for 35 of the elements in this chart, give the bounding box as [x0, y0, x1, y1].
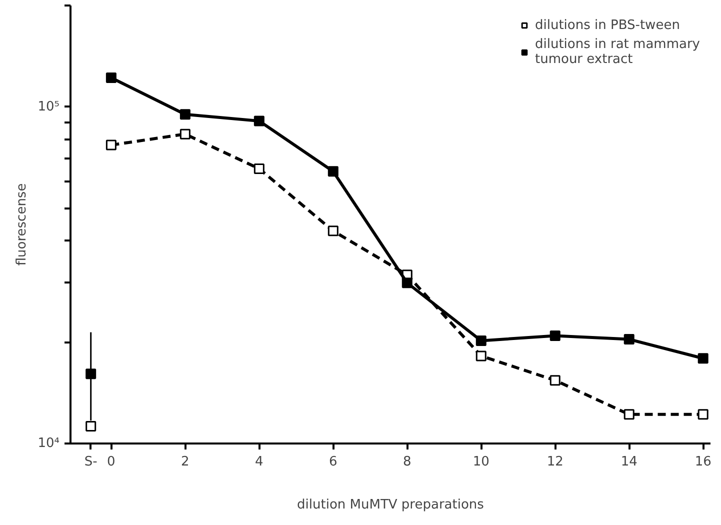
x-tick-label: 14: [620, 454, 638, 470]
point: [698, 409, 708, 420]
point: [106, 72, 116, 84]
x-tick-label: 0: [107, 454, 116, 470]
x-tick-label: 10: [472, 454, 490, 470]
y-tick-label: 10⁵: [38, 99, 60, 114]
point: [698, 353, 708, 364]
point: [86, 421, 96, 432]
legend-label: dilutions in rat mammary tumour extract: [534, 37, 700, 67]
point: [476, 335, 486, 346]
point: [550, 375, 560, 386]
point: [624, 334, 634, 345]
point: [180, 128, 190, 140]
point: [328, 226, 338, 236]
point: [106, 140, 116, 150]
point: [476, 350, 486, 362]
x-tick-label: 6: [329, 454, 338, 470]
legend-label: dilutions in PBS-tween: [534, 18, 680, 32]
y-tick-label: 10⁴: [38, 436, 60, 451]
x-axis-title: dilution MuMTV preparations: [297, 498, 484, 512]
x-tick-label: 4: [255, 454, 264, 470]
point: [86, 368, 96, 380]
point: [254, 163, 264, 174]
point: [624, 409, 634, 420]
x-tick-label: 2: [181, 454, 190, 470]
point: [550, 330, 560, 341]
x-tick-label: S-: [84, 454, 98, 470]
x-tick-label: 16: [694, 454, 712, 470]
x-tick-label: 12: [546, 454, 564, 470]
point: [254, 116, 264, 126]
point: [402, 278, 412, 288]
point: [328, 166, 338, 177]
x-tick-label: 8: [403, 454, 412, 470]
point: [180, 109, 190, 120]
y-axis-title: fluorescense: [14, 183, 30, 266]
